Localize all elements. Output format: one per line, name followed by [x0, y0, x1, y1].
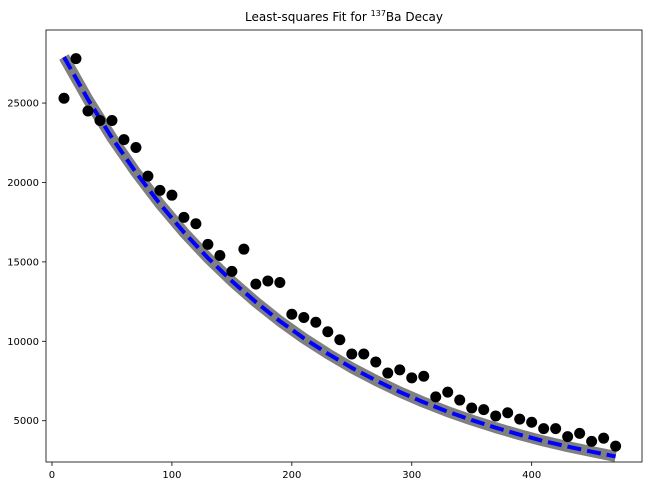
data-point	[118, 134, 130, 146]
data-point	[58, 92, 70, 104]
data-point	[274, 277, 286, 289]
data-point	[166, 189, 178, 201]
data-point	[106, 115, 118, 127]
data-point	[142, 170, 154, 182]
uncertainty-band	[59, 54, 617, 462]
data-point	[382, 367, 394, 379]
data-point	[478, 404, 490, 416]
data-point	[394, 364, 406, 376]
data-point	[202, 238, 214, 250]
data-point	[490, 410, 502, 422]
y-tick-label: 15000	[7, 257, 39, 268]
fit-line-layer	[62, 56, 617, 459]
data-point	[94, 115, 106, 127]
data-point	[550, 423, 562, 435]
chart-title: Least-squares Fit for 137Ba Decay	[245, 9, 443, 24]
data-point	[154, 184, 166, 196]
data-points-layer	[58, 53, 622, 452]
data-point	[298, 311, 310, 323]
data-point	[562, 431, 574, 443]
data-point	[82, 105, 94, 117]
fit-line	[62, 56, 617, 459]
x-tick-label: 400	[522, 470, 541, 481]
data-point	[70, 53, 82, 65]
data-point	[214, 250, 226, 262]
data-point	[514, 413, 526, 425]
x-tick-label: 0	[49, 470, 55, 481]
plot-frame	[45, 29, 643, 463]
data-point	[238, 243, 250, 255]
data-point	[130, 142, 142, 154]
data-point	[286, 308, 298, 320]
data-point	[574, 427, 586, 439]
x-axis: 0 100 200 300 400	[49, 462, 541, 481]
data-point	[538, 423, 550, 435]
uncertainty-band-layer	[59, 54, 617, 462]
data-point	[226, 265, 238, 277]
y-tick-label: 25000	[7, 99, 39, 110]
data-point	[526, 416, 538, 428]
data-point	[310, 316, 322, 328]
data-point	[442, 386, 454, 398]
data-point	[418, 370, 430, 382]
y-tick-label: 10000	[7, 337, 39, 348]
data-point	[370, 356, 382, 368]
y-tick-label: 5000	[14, 416, 39, 427]
chart-title-prefix: Least-squares Fit for	[245, 10, 371, 24]
data-point	[502, 407, 514, 419]
data-point	[178, 211, 190, 223]
x-tick-label: 300	[402, 470, 421, 481]
x-tick-label: 100	[162, 470, 181, 481]
data-point	[358, 348, 370, 360]
y-tick-label: 20000	[7, 178, 39, 189]
data-point	[406, 372, 418, 384]
data-point	[322, 326, 334, 338]
data-point	[610, 440, 622, 452]
data-point	[466, 402, 478, 414]
data-point	[250, 278, 262, 290]
y-axis: 5000 10000 15000 20000 25000	[7, 99, 46, 427]
chart-title-suffix: Ba Decay	[386, 10, 443, 24]
data-point	[262, 275, 274, 287]
x-tick-label: 200	[282, 470, 301, 481]
data-point	[586, 435, 598, 447]
data-point	[430, 391, 442, 403]
data-point	[598, 432, 610, 444]
data-point	[346, 348, 358, 360]
data-point	[334, 334, 346, 346]
data-point	[190, 218, 202, 230]
chart-title-superscript: 137	[371, 9, 386, 18]
data-point	[454, 394, 466, 406]
